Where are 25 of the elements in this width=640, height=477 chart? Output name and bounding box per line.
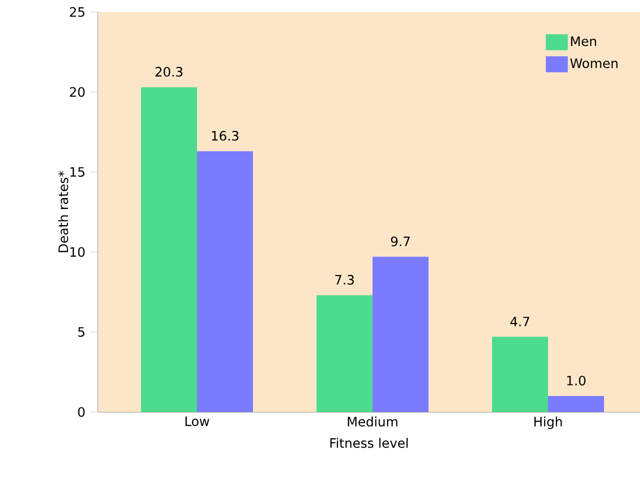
y-tick-label: 5 (78, 327, 84, 337)
bar (548, 396, 604, 412)
y-tick-label: 10 (70, 247, 85, 257)
bar (316, 295, 373, 412)
bar (140, 87, 197, 412)
y-tick-label: 15 (70, 167, 84, 177)
legend-label: Men (571, 36, 596, 46)
x-axis-title: Fitness level (330, 438, 408, 448)
y-tick-label: 25 (70, 7, 84, 17)
legend-label: Women (570, 58, 618, 68)
data-label: 7.3 (335, 274, 354, 285)
data-label: 9.7 (391, 236, 410, 246)
x-tick-label: High (534, 416, 562, 430)
data-label: 4.7 (510, 316, 530, 326)
data-label: 1.0 (567, 376, 586, 386)
data-label: 20.3 (156, 66, 182, 77)
y-axis-title: Death rates* (58, 170, 68, 252)
y-tick-label: 0 (78, 407, 85, 417)
x-tick-label: Low (186, 416, 210, 426)
x-tick-label: Medium (348, 416, 398, 427)
bar (492, 336, 548, 412)
data-label: 16.3 (212, 130, 238, 141)
y-tick-label: 20 (70, 87, 85, 97)
bar (196, 151, 253, 412)
bar (372, 256, 429, 412)
